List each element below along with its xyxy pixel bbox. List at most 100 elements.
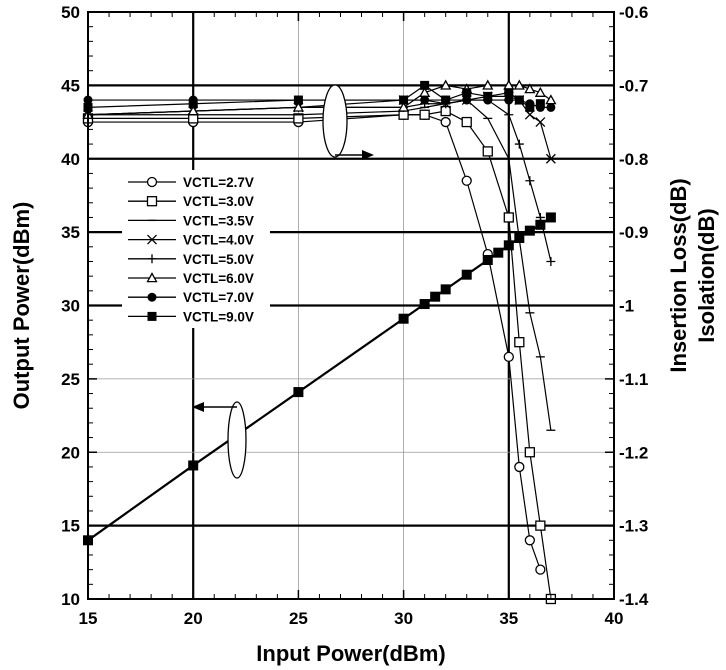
y2-tick-label: -0.9 bbox=[619, 223, 648, 242]
marker-plus bbox=[525, 176, 535, 186]
y2-tick-label: -0.7 bbox=[619, 76, 648, 95]
marker-circle-filled bbox=[147, 292, 157, 302]
marker-circle-filled bbox=[462, 95, 472, 105]
right-axis-arrow-head bbox=[362, 150, 374, 160]
marker-circle-open bbox=[535, 564, 546, 575]
y2-axis-title-line2: Isolation(dB) bbox=[694, 208, 719, 342]
marker-triangle-open bbox=[524, 83, 536, 94]
y-tick-label: 40 bbox=[61, 150, 80, 169]
marker-square-filled bbox=[514, 95, 524, 105]
marker-triangle-open bbox=[440, 79, 452, 90]
marker-triangle-open bbox=[513, 79, 525, 90]
marker-square-filled bbox=[545, 212, 556, 223]
marker-square-open bbox=[514, 337, 525, 348]
legend-label: VCTL=7.0V bbox=[183, 290, 254, 305]
marker-square-filled bbox=[482, 255, 493, 266]
x-tick-label: 30 bbox=[394, 609, 413, 628]
legend-item: VCTL=9.0V bbox=[128, 309, 254, 324]
marker-plus bbox=[147, 254, 157, 264]
y-axis-title: Output Power(dBm) bbox=[9, 202, 34, 410]
marker-square-open bbox=[503, 212, 514, 223]
x-tick-label: 20 bbox=[184, 609, 203, 628]
y2-tick-label: -1.2 bbox=[619, 443, 648, 462]
marker-square-filled bbox=[441, 95, 451, 105]
marker-square-filled bbox=[399, 95, 409, 105]
marker-square-filled bbox=[293, 95, 303, 105]
y-tick-label: 15 bbox=[61, 517, 80, 536]
marker-square-open bbox=[293, 113, 304, 124]
y-tick-label: 10 bbox=[61, 590, 80, 609]
marker-square-filled bbox=[535, 99, 545, 109]
marker-x bbox=[545, 153, 556, 164]
legend-label: VCTL=4.0V bbox=[183, 233, 254, 248]
marker-square-open bbox=[535, 520, 546, 531]
marker-square-filled bbox=[462, 88, 472, 98]
marker-triangle-open bbox=[482, 79, 494, 90]
marker-triangle-open bbox=[397, 101, 410, 112]
marker-square-open bbox=[524, 447, 535, 458]
y2-tick-label: -1.4 bbox=[619, 590, 649, 609]
marker-square-filled bbox=[483, 91, 493, 101]
marker-triangle-open bbox=[146, 272, 158, 283]
legend-item: VCTL=4.0V bbox=[128, 233, 254, 248]
marker-circle-open bbox=[514, 461, 525, 473]
right-axis-ellipse bbox=[322, 84, 348, 158]
marker-circle-open bbox=[440, 116, 451, 128]
y2-tick-label: -0.6 bbox=[619, 3, 648, 22]
marker-triangle-open bbox=[187, 105, 199, 116]
marker-circle-filled bbox=[420, 95, 430, 105]
axes: 15 20 25 30 35 40101520253035404550-1.4-1.3-1… bbox=[61, 3, 649, 628]
x-tick-label: 40 bbox=[605, 609, 624, 628]
y2-tick-label: -1.3 bbox=[619, 517, 648, 536]
legend-label: VCTL=6.0V bbox=[183, 271, 254, 286]
marker-circle-open bbox=[146, 176, 158, 188]
marker-x bbox=[147, 234, 157, 245]
marker-plus bbox=[514, 139, 524, 149]
marker-square-filled bbox=[503, 240, 514, 251]
y2-tick-label: -1 bbox=[619, 297, 634, 316]
marker-circle-open bbox=[524, 535, 535, 546]
x-axis-title: Input Power(dBm) bbox=[256, 641, 445, 666]
annotations bbox=[192, 84, 374, 479]
marker-square-filled bbox=[398, 313, 409, 324]
marker-square-filled bbox=[525, 102, 535, 112]
legend-label: VCTL=2.7V bbox=[183, 175, 254, 190]
y-tick-label: 35 bbox=[61, 223, 80, 242]
legend-item: VCTL=5.0V bbox=[128, 252, 254, 267]
marker-triangle-open bbox=[534, 86, 546, 97]
marker-square-filled bbox=[293, 387, 304, 398]
marker-square-filled bbox=[147, 311, 157, 321]
left-axis-ellipse bbox=[227, 401, 247, 479]
legend-box bbox=[122, 170, 270, 328]
marker-plus bbox=[546, 256, 556, 266]
legend-label: VCTL=3.5V bbox=[183, 213, 254, 228]
y2-axis-title-line1: Insertion Loss(dB) bbox=[666, 178, 691, 372]
marker-square-filled bbox=[535, 219, 546, 230]
marker-square-open bbox=[482, 146, 493, 157]
series-line bbox=[88, 114, 541, 570]
marker-square-open bbox=[146, 196, 158, 207]
marker-triangle-open bbox=[292, 101, 305, 112]
y2-tick-label: -0.8 bbox=[619, 150, 648, 169]
left-axis-arrow-head bbox=[192, 402, 204, 412]
marker-square-filled bbox=[188, 460, 199, 471]
legend-item: VCTL=3.0V bbox=[128, 194, 254, 209]
y-tick-label: 50 bbox=[61, 3, 80, 22]
marker-square-filled bbox=[504, 88, 514, 98]
x-tick-label: 25 bbox=[289, 609, 308, 628]
marker-circle-open bbox=[503, 351, 514, 363]
marker-square-filled bbox=[420, 80, 430, 90]
marker-square-filled bbox=[188, 99, 198, 109]
marker-square-filled bbox=[524, 225, 535, 236]
legend-item: VCTL=6.0V bbox=[128, 271, 254, 286]
marker-plus bbox=[504, 110, 514, 120]
marker-x bbox=[535, 117, 546, 128]
y-tick-label: 45 bbox=[61, 76, 80, 95]
legend-item: VCTL=7.0V bbox=[128, 290, 254, 305]
marker-square-open bbox=[419, 109, 430, 120]
marker-square-filled bbox=[461, 269, 472, 280]
x-tick-label: 15 bbox=[79, 609, 98, 628]
legend-item: VCTL=3.5V bbox=[128, 213, 254, 228]
